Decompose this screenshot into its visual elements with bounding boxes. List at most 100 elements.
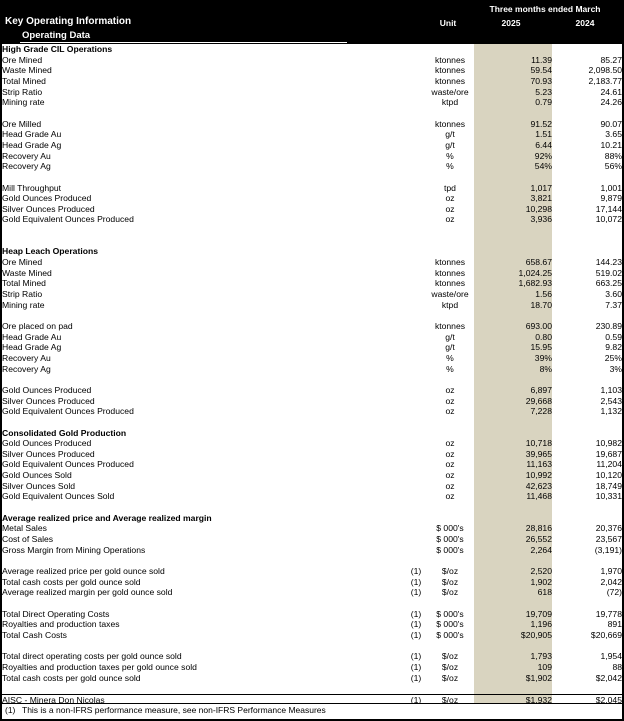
empty-cell xyxy=(406,246,426,257)
empty-cell xyxy=(426,374,474,385)
empty-cell xyxy=(406,278,426,289)
value-2025: $1,902 xyxy=(474,672,552,684)
unit-cell: $/oz xyxy=(441,672,459,683)
empty-cell xyxy=(406,683,426,694)
data-row: Gold Ounces Sold oz 10,992 10,120 xyxy=(2,470,622,481)
row-label: Mining rate xyxy=(2,299,45,310)
value-2025: 0.80 xyxy=(474,331,552,343)
row-label: Silver Ounces Produced xyxy=(2,448,95,459)
data-row: Total cash costs per gold ounce sold (1) $… xyxy=(2,672,622,684)
data-row: Recovery Ag% 54% 56% xyxy=(2,161,622,172)
data-row: Gold Ounces Produced oz 10,718 10,982 xyxy=(2,438,622,449)
row-label: Gold Equivalent Ounces Sold xyxy=(2,491,115,502)
unit-cell: $ 000's xyxy=(436,619,464,630)
data-row: Ore placed on pad ktonnes 693.00 230.89 xyxy=(2,320,622,332)
data-row: Mill Throughput tpd 1,017 1,001 xyxy=(2,182,622,194)
empty-cell xyxy=(2,310,406,321)
unit-cell: $/oz xyxy=(441,587,459,598)
empty-cell xyxy=(406,44,426,55)
spacer-row xyxy=(2,502,622,513)
empty-cell xyxy=(426,310,474,321)
empty-cell xyxy=(474,310,552,321)
footnote-ref: (1) xyxy=(410,661,422,672)
value-2025: 7,228 xyxy=(474,406,552,417)
empty-cell xyxy=(552,225,622,236)
data-row: Total Mined ktonnes 1,682.93 663.25 xyxy=(2,278,622,290)
data-row: Head Grade Au g/t 0.80 0.59 xyxy=(2,331,622,343)
empty-cell xyxy=(406,491,426,502)
empty-cell xyxy=(406,332,426,343)
empty-cell xyxy=(474,512,552,524)
data-row: Strip Ratio waste/ore 5.23 24.61 xyxy=(2,86,622,98)
empty-cell xyxy=(474,374,552,385)
empty-cell xyxy=(552,108,622,119)
empty-cell xyxy=(406,119,426,130)
value-2025: 39% xyxy=(474,352,552,364)
spacer-row xyxy=(2,683,622,695)
row-label: Gold Ounces Sold xyxy=(2,470,72,481)
empty-cell xyxy=(406,268,426,279)
empty-cell xyxy=(426,108,474,119)
value-2025: 11,163 xyxy=(474,459,552,471)
value-2024: 2,183.77 xyxy=(588,75,622,86)
empty-cell xyxy=(406,172,426,183)
empty-cell xyxy=(426,225,474,236)
data-row: Head Grade Ag g/t 15.95 9.82 xyxy=(2,342,622,353)
value-2025: 29,668 xyxy=(474,395,552,407)
empty-cell xyxy=(406,321,426,332)
footnote-ref: (1) xyxy=(410,576,422,587)
spacer-row xyxy=(2,640,622,652)
empty-cell xyxy=(552,513,622,524)
value-2025: 42,623 xyxy=(474,480,552,492)
data-row: Waste Mined ktonnes 59.54 2,098.50 xyxy=(2,65,622,76)
empty-cell xyxy=(426,683,474,694)
data-row: Royalties and production taxes (1) $ 000's… xyxy=(2,619,622,630)
data-row: Ore Mined ktonnes 11.39 85.27 xyxy=(2,54,622,66)
empty-cell xyxy=(474,246,552,258)
section-title: High Grade CIL Operations xyxy=(2,44,113,54)
empty-cell xyxy=(406,129,426,140)
empty-cell xyxy=(406,481,426,492)
empty-cell xyxy=(406,193,426,204)
value-2024: $2,042 xyxy=(595,672,622,683)
row-label: Waste Mined xyxy=(2,65,52,76)
value-2025: 5.23 xyxy=(474,86,552,98)
footnote-ref: (1) xyxy=(410,672,422,683)
value-2024: 0.59 xyxy=(605,331,622,342)
empty-cell xyxy=(2,225,406,236)
spacer-row xyxy=(2,171,622,183)
data-row: Silver Ounces Produced oz 29,668 2,543 xyxy=(2,395,622,407)
row-label: Gold Equivalent Ounces Produced xyxy=(2,214,134,225)
row-label: Silver Ounces Sold xyxy=(2,480,76,491)
row-label: Waste Mined xyxy=(2,267,52,278)
empty-cell xyxy=(474,44,552,55)
section-row: Heap Leach Operations xyxy=(2,246,622,258)
empty-cell xyxy=(2,502,406,513)
unit-cell: oz xyxy=(445,384,455,395)
value-2024: 19,687 xyxy=(595,448,622,459)
data-row: Ore Mined ktonnes 658.67 144.23 xyxy=(2,257,622,268)
empty-cell xyxy=(474,555,552,567)
value-2024: 11,204 xyxy=(596,459,622,470)
empty-cell xyxy=(406,641,426,652)
empty-cell xyxy=(474,235,552,247)
unit-cell: waste/ore xyxy=(431,86,469,97)
row-label: AISC - Minera Don Nicolas xyxy=(2,693,406,706)
empty-cell xyxy=(2,236,406,247)
empty-cell xyxy=(406,353,426,364)
empty-cell xyxy=(426,513,474,524)
empty-cell xyxy=(406,342,426,353)
value-2025: $20,905 xyxy=(474,629,552,641)
value-2024: 3% xyxy=(609,363,622,374)
unit-cell: oz xyxy=(445,480,455,491)
data-row: Ore Milled ktonnes 91.52 90.07 xyxy=(2,118,622,130)
unit-cell: oz xyxy=(445,438,455,449)
data-row: Total Direct Operating Costs (1) $ 000's 19… xyxy=(2,608,622,620)
data-row: Average realized margin per gold ounce s… xyxy=(2,587,622,598)
row-label: Ore Milled xyxy=(2,118,42,129)
empty-cell xyxy=(2,374,406,385)
data-row: AISC - Minera Don Nicolas (1) $/oz $1,932 $2… xyxy=(2,693,622,706)
row-label: Gold Ounces Produced xyxy=(2,438,92,449)
empty-cell xyxy=(426,555,474,566)
footnote-ref: (1) xyxy=(410,587,422,598)
